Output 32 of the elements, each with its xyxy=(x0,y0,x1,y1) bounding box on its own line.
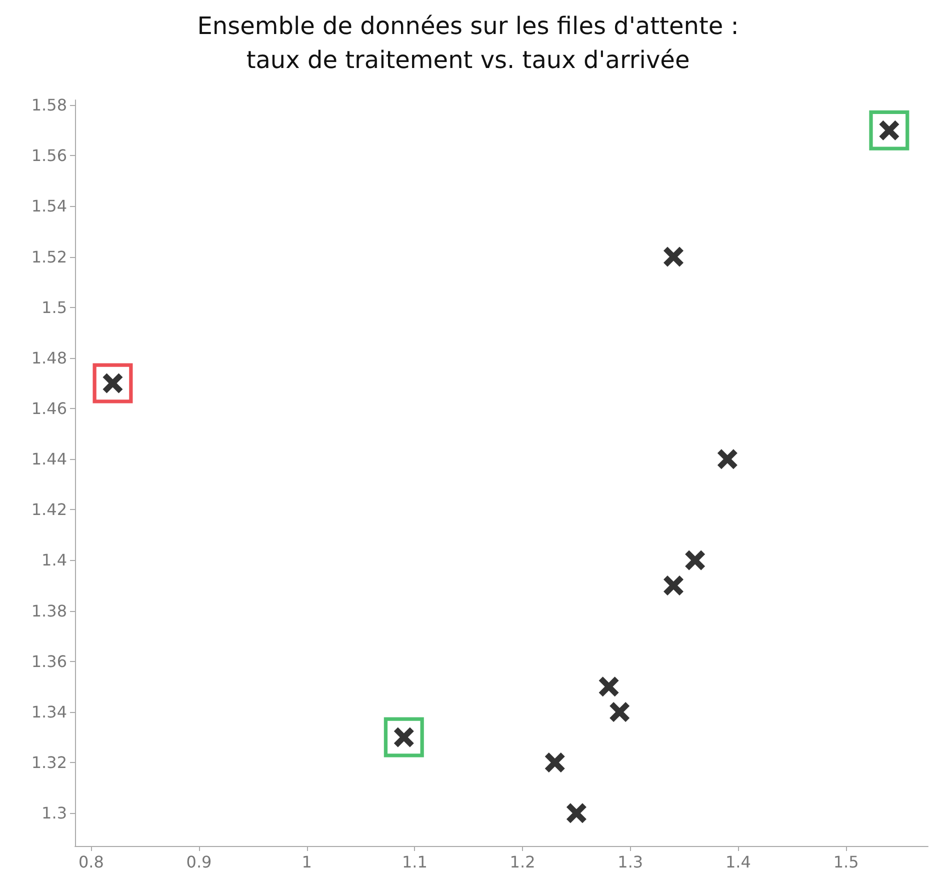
y-tick-label: 1.38 xyxy=(31,601,67,620)
x-tick-label: 1.2 xyxy=(510,852,536,872)
point xyxy=(717,449,738,470)
x-tick-label: 0.9 xyxy=(186,852,212,872)
y-tick-label: 1.34 xyxy=(31,702,67,722)
y-tick-label: 1.44 xyxy=(31,450,67,469)
y-tick-label: 1.32 xyxy=(31,753,67,772)
y-tick-label: 1.3 xyxy=(42,804,67,823)
x-tick-label: 1.3 xyxy=(618,852,644,872)
x-tick-label: 1.4 xyxy=(725,852,751,872)
point xyxy=(566,803,586,824)
point xyxy=(664,246,684,267)
point xyxy=(544,752,565,773)
x-tick-label: 1 xyxy=(302,852,312,872)
point xyxy=(685,550,706,570)
point xyxy=(664,576,684,596)
y-tick-label: 1.4 xyxy=(42,550,67,570)
x-tick-label: 1.1 xyxy=(402,852,428,872)
y-tick-label: 1.54 xyxy=(31,196,67,216)
point xyxy=(610,702,630,722)
y-tick-label: 1.36 xyxy=(31,652,67,671)
y-tick-label: 1.58 xyxy=(31,96,67,115)
y-tick-label: 1.52 xyxy=(31,247,67,266)
y-tick-label: 1.56 xyxy=(31,146,67,166)
y-tick-label: 1.42 xyxy=(31,500,67,520)
chart-title: Ensemble de données sur les files d'attente : taux de traitement vs. taux d'arrivée xyxy=(197,12,739,74)
y-tick-label: 1.46 xyxy=(31,399,67,418)
x-tick-label: 0.8 xyxy=(78,852,104,872)
x-tick-label: 1.5 xyxy=(833,852,859,872)
y-tick-label: 1.48 xyxy=(31,348,67,368)
point xyxy=(598,676,619,697)
y-tick-label: 1.5 xyxy=(42,298,67,317)
